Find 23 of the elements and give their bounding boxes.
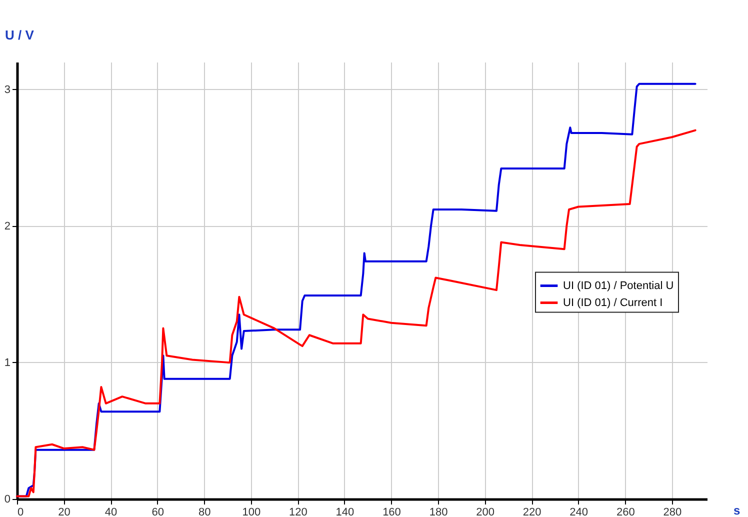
x-axis-title: s [734,504,740,517]
y-tick-label: 0 [4,494,10,506]
y-tick-label: 3 [4,84,10,96]
x-tick-label: 100 [242,506,261,517]
x-tick-label: 0 [18,506,24,517]
x-tick-label: 200 [476,506,494,517]
y-tick-label: 2 [4,220,10,232]
y-tick-label: 1 [4,356,10,369]
x-tick-label: 120 [289,506,308,517]
legend-label: UI (ID 01) / Current I [563,296,663,309]
x-tick-label: 80 [198,506,211,517]
x-tick-label: 220 [522,506,542,517]
y-axis-title: U / V [5,28,34,42]
x-tick-label: 160 [382,506,401,517]
x-tick-label: 20 [58,506,70,517]
x-tick-label: 240 [570,506,588,517]
x-tick-label: 280 [663,506,682,517]
x-tick-label: 180 [429,506,448,517]
legend-label: UI (ID 01) / Potential U [563,280,674,292]
x-tick-label: 140 [336,506,354,517]
x-tick-label: 260 [616,506,635,517]
x-tick-label: 60 [152,506,164,517]
x-tick-label: 40 [104,506,118,517]
